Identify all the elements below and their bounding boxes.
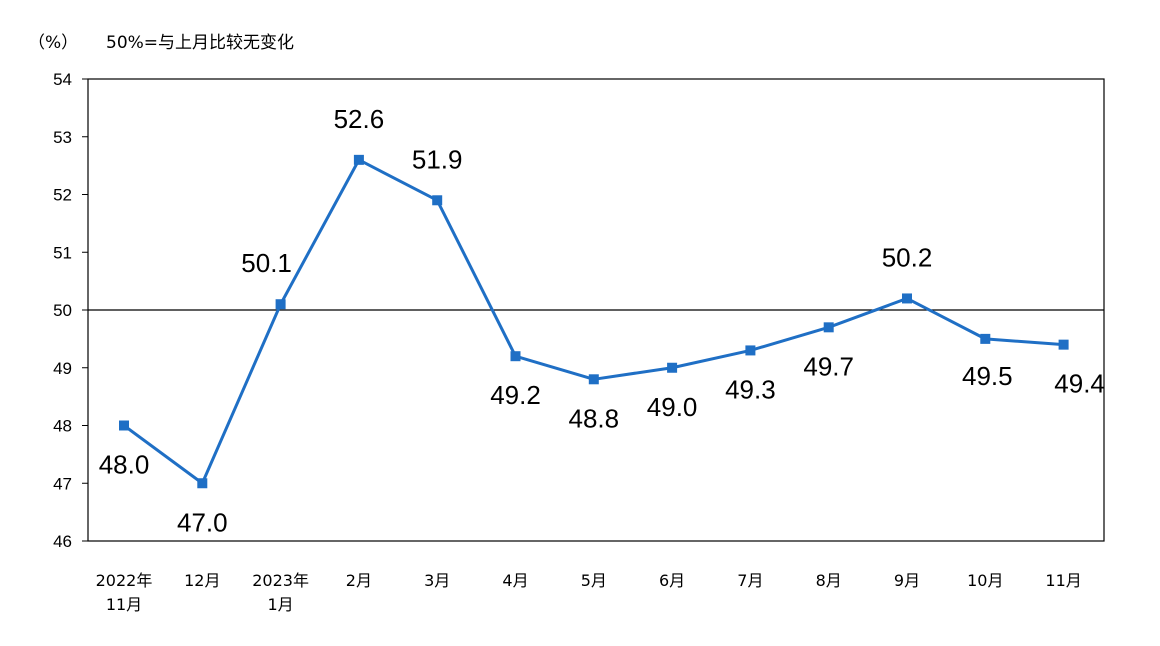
x-tick-line: 3月 (424, 571, 450, 590)
x-tick-label: 10月 (967, 571, 1003, 590)
x-tick-label: 6月 (659, 571, 685, 590)
y-tick-label: 48 (53, 417, 72, 436)
data-point-marker (275, 299, 286, 310)
x-tick-label: 8月 (816, 571, 842, 590)
x-tick-label: 3月 (424, 571, 450, 590)
x-tick-line: 8月 (816, 571, 842, 590)
y-axis-ticks: 46 47 48 49 50 51 52 53 54 (53, 70, 88, 551)
y-tick-label: 49 (53, 359, 72, 378)
data-point-marker (353, 154, 364, 165)
data-point-marker (667, 362, 678, 373)
data-point-marker (745, 345, 756, 356)
x-tick-line: 2022年 (96, 571, 153, 590)
data-labels: 48.0 47.0 50.1 52.6 51.9 49.2 48.8 49.0 49.3 49.7… (99, 104, 1105, 537)
data-point-marker (510, 351, 521, 362)
data-label: 49.3 (725, 374, 776, 404)
x-tick-label: 7月 (737, 571, 763, 590)
data-point-marker (902, 293, 912, 304)
data-point-marker (980, 333, 991, 344)
x-tick-line: 12月 (184, 571, 220, 590)
x-tick-label: 4月 (502, 571, 528, 590)
y-unit-label: （%） (28, 33, 78, 53)
data-point-marker (823, 322, 834, 333)
data-label: 47.0 (177, 507, 228, 537)
x-tick-label: 2022年 11月 (96, 571, 153, 614)
x-tick-line: 11月 (1045, 571, 1081, 590)
x-tick-label: 12月 (184, 571, 220, 590)
x-tick-line: 2023年 (252, 571, 309, 590)
x-tick-line: 7月 (737, 571, 763, 590)
x-tick-line: 4月 (502, 571, 528, 590)
data-label: 49.5 (962, 361, 1013, 391)
data-label: 48.0 (99, 450, 150, 480)
x-tick-label: 5月 (581, 571, 607, 590)
x-tick-line: 9月 (894, 571, 920, 590)
data-label: 49.2 (490, 380, 541, 410)
data-point-marker (119, 420, 129, 431)
data-point-marker (197, 478, 208, 489)
data-label: 48.8 (568, 403, 619, 433)
x-tick-line: 1月 (268, 595, 294, 614)
data-label: 50.1 (241, 248, 292, 278)
data-label: 49.7 (803, 351, 854, 381)
x-tick-label: 11月 (1045, 571, 1081, 590)
data-label: 49.4 (1054, 369, 1105, 399)
x-axis-ticks: 2022年 11月 12月 2023年 1月 2月 3月 4月 5月 6月 7月 8月 9月 10月 11月 (96, 571, 1082, 614)
y-tick-label: 47 (53, 474, 72, 493)
chart-note: 50%=与上月比较无变化 (106, 33, 294, 53)
data-label: 50.2 (882, 242, 933, 272)
y-tick-label: 52 (53, 186, 72, 205)
y-tick-label: 50 (53, 301, 72, 320)
x-tick-label: 9月 (894, 571, 920, 590)
x-tick-line: 2月 (346, 571, 372, 590)
x-tick-line: 10月 (967, 571, 1003, 590)
data-label: 51.9 (412, 144, 463, 174)
data-markers (119, 154, 1069, 489)
data-point-marker (588, 374, 599, 385)
data-point-marker (432, 195, 443, 206)
x-tick-line: 6月 (659, 571, 685, 590)
y-tick-label: 51 (53, 243, 72, 262)
y-tick-label: 54 (53, 70, 72, 89)
data-label: 52.6 (334, 104, 385, 134)
x-tick-label: 2023年 1月 (252, 571, 309, 614)
x-tick-line: 5月 (581, 571, 607, 590)
data-label: 49.0 (647, 392, 698, 422)
data-point-marker (1058, 339, 1069, 350)
y-tick-label: 46 (53, 532, 72, 551)
x-tick-label: 2月 (346, 571, 372, 590)
x-tick-line: 11月 (106, 595, 142, 614)
y-tick-label: 53 (53, 128, 72, 147)
